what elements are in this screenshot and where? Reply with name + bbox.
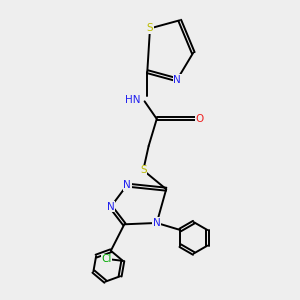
Text: S: S [140, 165, 147, 175]
Text: O: O [196, 114, 204, 124]
Text: N: N [153, 218, 160, 228]
Text: N: N [123, 180, 131, 190]
Text: HN: HN [125, 95, 140, 105]
Text: N: N [173, 75, 181, 85]
Text: Cl: Cl [101, 254, 112, 265]
Text: N: N [107, 202, 115, 212]
Text: S: S [147, 23, 153, 33]
